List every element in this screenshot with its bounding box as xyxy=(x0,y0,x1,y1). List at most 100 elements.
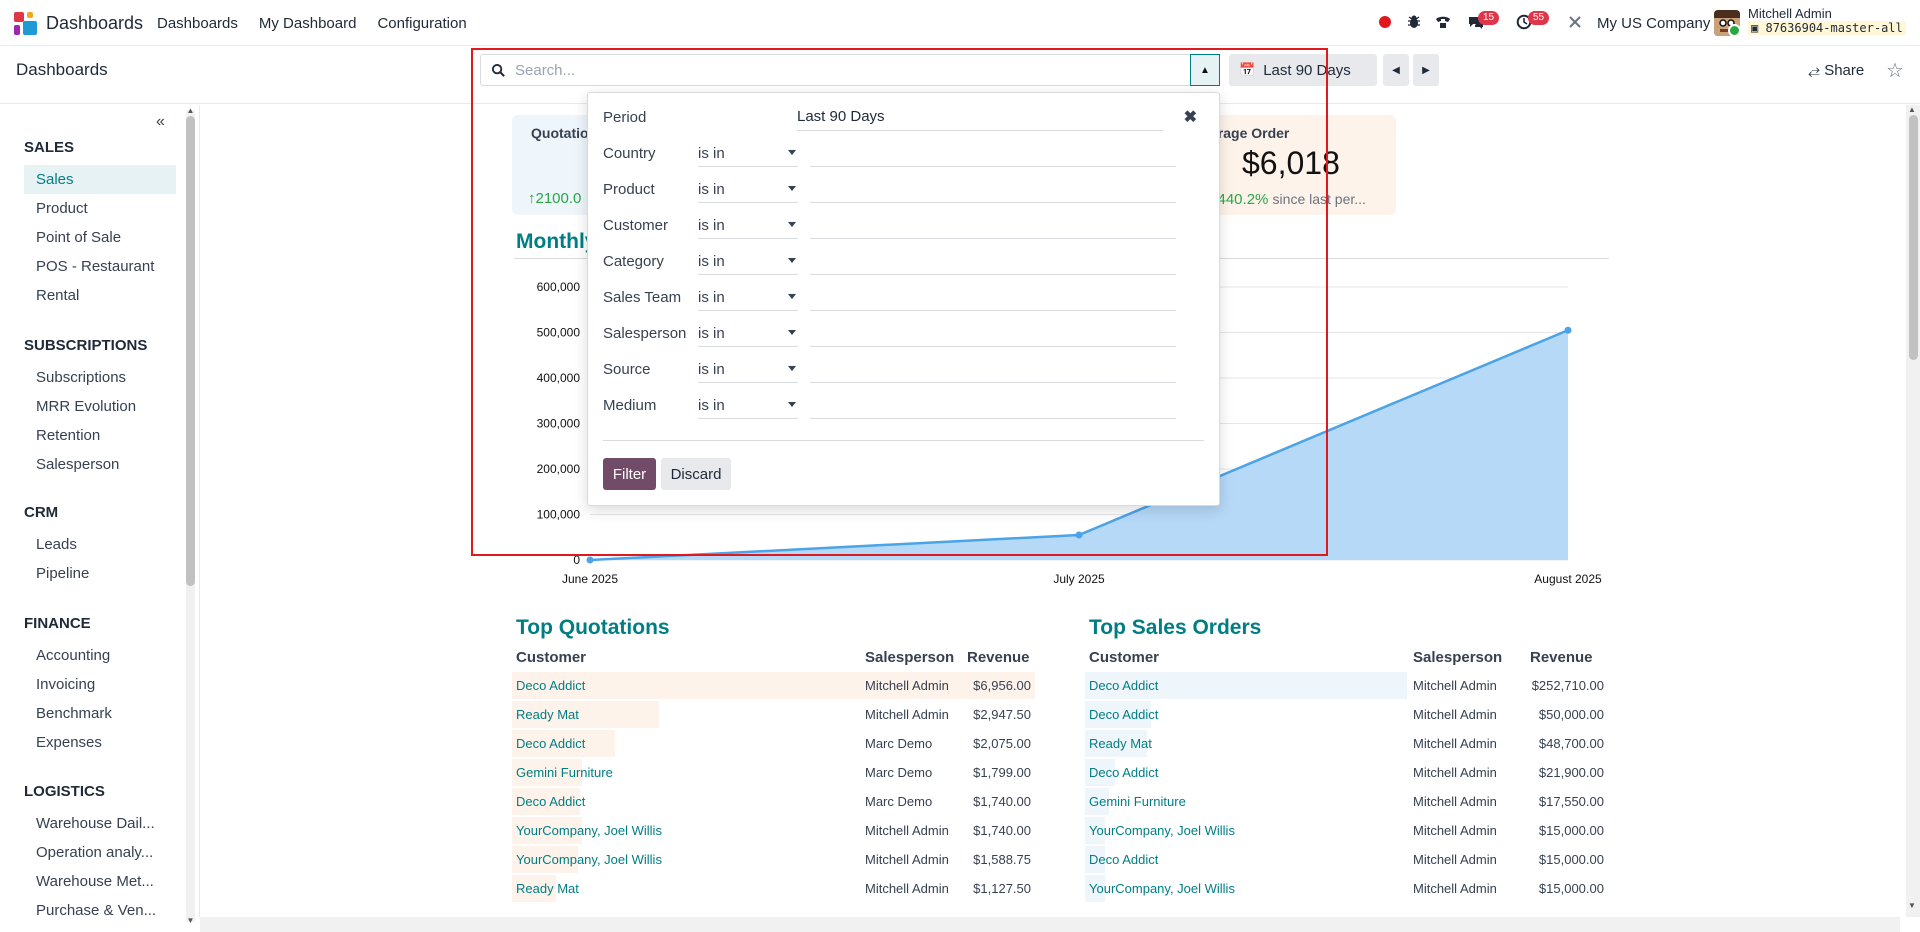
arrow-up-icon: ↑ xyxy=(528,190,536,207)
sidebar-item[interactable]: Point of Sale xyxy=(36,229,122,246)
customer-link[interactable]: YourCompany, Joel Willis xyxy=(516,852,662,867)
sidebar-item[interactable]: Operation analy... xyxy=(36,844,154,861)
filter-value-input[interactable] xyxy=(810,247,1176,275)
sidebar-item[interactable]: Sales xyxy=(24,165,176,194)
menu-configuration[interactable]: Configuration xyxy=(377,15,467,32)
operator-select[interactable]: is in xyxy=(698,319,798,347)
discard-button[interactable]: Discard xyxy=(661,458,731,490)
sidebar-item[interactable]: Purchase & Ven... xyxy=(36,902,157,919)
sidebar-item[interactable]: Invoicing xyxy=(36,676,96,693)
previous-period-button[interactable]: ◀ xyxy=(1383,54,1409,86)
customer-link[interactable]: Gemini Furniture xyxy=(1089,794,1186,809)
customer-link[interactable]: Ready Mat xyxy=(1089,736,1152,751)
row-highlight-bar xyxy=(512,672,1035,699)
customer-link[interactable]: Ready Mat xyxy=(516,881,579,896)
favorite-star-icon[interactable]: ☆ xyxy=(1886,60,1904,82)
menu-dashboards[interactable]: Dashboards xyxy=(157,15,238,32)
filter-value-input[interactable] xyxy=(810,319,1176,347)
filter-value-input[interactable] xyxy=(810,211,1176,239)
operator-select[interactable]: is in xyxy=(698,391,798,419)
filter-popover: ✖ Period Last 90 Days Country is in Produc… xyxy=(587,92,1220,506)
user-name[interactable]: Mitchell Admin xyxy=(1748,6,1832,21)
row-highlight-bar xyxy=(1085,846,1105,873)
operator-select[interactable]: is in xyxy=(698,283,798,311)
customer-link[interactable]: Deco Addict xyxy=(1089,852,1159,867)
sidebar-scroll-thumb[interactable] xyxy=(186,116,195,586)
row-highlight-bar xyxy=(512,759,582,786)
sidebar-item[interactable]: Retention xyxy=(36,427,101,444)
company-switcher[interactable]: My US Company xyxy=(1597,15,1711,32)
scroll-down-icon[interactable]: ▼ xyxy=(186,916,195,925)
close-icon[interactable]: ✖ xyxy=(1183,109,1197,126)
salesperson-cell: Mitchell Admin xyxy=(865,678,949,693)
row-highlight-bar xyxy=(1085,672,1407,699)
tools-icon[interactable] xyxy=(1567,14,1583,35)
period-selector[interactable]: 📅 Last 90 Days xyxy=(1229,54,1377,86)
customer-link[interactable]: Deco Addict xyxy=(1089,765,1159,780)
customer-link[interactable]: Deco Addict xyxy=(516,736,586,751)
sidebar-item[interactable]: Accounting xyxy=(36,647,111,664)
sidebar-item[interactable]: Subscriptions xyxy=(36,369,127,386)
sidebar-scrollbar[interactable]: ▲ ▼ xyxy=(186,106,195,925)
customer-link[interactable]: YourCompany, Joel Willis xyxy=(516,823,662,838)
sidebar-item[interactable]: POS - Restaurant xyxy=(36,258,155,275)
customer-link[interactable]: Gemini Furniture xyxy=(516,765,613,780)
sidebar-item[interactable]: Warehouse Dail... xyxy=(36,815,155,832)
salesperson-cell: Mitchell Admin xyxy=(865,881,949,896)
record-icon[interactable] xyxy=(1378,15,1392,34)
filter-value-input[interactable] xyxy=(810,391,1176,419)
operator-select[interactable]: is in xyxy=(698,247,798,275)
main-scrollbar[interactable]: ▲ ▼ xyxy=(1906,105,1920,917)
search-panel-toggle[interactable]: ▲ xyxy=(1190,54,1220,86)
bug-icon[interactable] xyxy=(1406,14,1422,35)
sidebar-item[interactable]: Expenses xyxy=(36,734,102,751)
database-name: ▣ 87636904-master-all xyxy=(1748,21,1906,35)
sidebar-item[interactable]: Salesperson xyxy=(36,456,120,473)
scroll-down-icon[interactable]: ▼ xyxy=(1908,901,1916,910)
search-bar[interactable]: ▲ xyxy=(480,54,1220,86)
column-header-customer: Customer xyxy=(1089,649,1160,666)
user-avatar[interactable] xyxy=(1714,10,1740,36)
sidebar-item[interactable]: Warehouse Met... xyxy=(36,873,154,890)
sidebar-item[interactable]: Benchmark xyxy=(36,705,112,722)
scroll-up-icon[interactable]: ▲ xyxy=(186,106,195,115)
next-period-button[interactable]: ▶ xyxy=(1413,54,1439,86)
customer-link[interactable]: Deco Addict xyxy=(516,678,586,693)
operator-label: is in xyxy=(698,217,725,234)
kpi-average-order[interactable]: erage Order $6,018 ↑440.2% since last pe… xyxy=(1210,115,1396,215)
period-value[interactable]: Last 90 Days xyxy=(797,103,1163,131)
operator-select[interactable]: is in xyxy=(698,211,798,239)
customer-link[interactable]: Deco Addict xyxy=(1089,707,1159,722)
customer-link[interactable]: Deco Addict xyxy=(516,794,586,809)
share-button[interactable]: ⥄ Share xyxy=(1808,62,1864,79)
scroll-up-icon[interactable]: ▲ xyxy=(1908,105,1916,114)
filter-value-input[interactable] xyxy=(810,139,1176,167)
operator-select[interactable]: is in xyxy=(698,139,798,167)
salesperson-cell: Mitchell Admin xyxy=(1413,736,1497,751)
sidebar-item[interactable]: Leads xyxy=(36,536,77,553)
sidebar-item[interactable]: Rental xyxy=(36,287,80,304)
filter-value-input[interactable] xyxy=(810,283,1176,311)
app-brand[interactable]: Dashboards xyxy=(46,13,144,33)
customer-link[interactable]: Ready Mat xyxy=(516,707,579,722)
operator-select[interactable]: is in xyxy=(698,355,798,383)
menu-my-dashboard[interactable]: My Dashboard xyxy=(258,15,357,32)
revenue-cell: $1,740.00 xyxy=(973,823,1031,838)
sidebar-item[interactable]: MRR Evolution xyxy=(36,398,137,415)
filter-value-input[interactable] xyxy=(810,175,1176,203)
sidebar-item[interactable]: Pipeline xyxy=(36,565,90,582)
horizontal-scrollbar[interactable] xyxy=(200,917,1900,932)
collapse-sidebar-icon[interactable]: « xyxy=(156,113,165,130)
search-input[interactable] xyxy=(515,59,1155,81)
phone-icon[interactable] xyxy=(1434,14,1452,35)
filter-label: Salesperson xyxy=(603,325,687,342)
customer-link[interactable]: YourCompany, Joel Willis xyxy=(1089,881,1235,896)
sidebar-item[interactable]: Product xyxy=(36,200,88,217)
customer-link[interactable]: YourCompany, Joel Willis xyxy=(1089,823,1235,838)
filter-button[interactable]: Filter xyxy=(603,458,656,490)
filter-value-input[interactable] xyxy=(810,355,1176,383)
dashboards-app-icon[interactable] xyxy=(14,12,38,36)
main-scroll-thumb[interactable] xyxy=(1909,115,1918,360)
customer-link[interactable]: Deco Addict xyxy=(1089,678,1159,693)
operator-select[interactable]: is in xyxy=(698,175,798,203)
